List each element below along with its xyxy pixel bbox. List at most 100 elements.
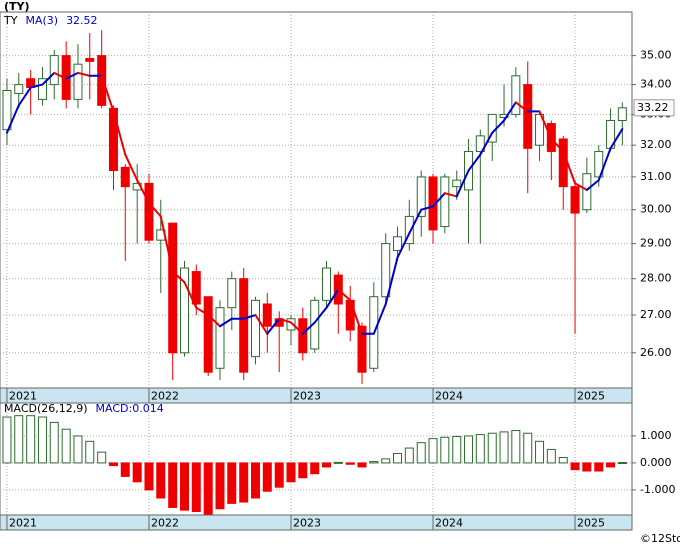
y-tick-label: 30.00 — [640, 203, 672, 216]
candle-body — [14, 84, 24, 94]
candle-body — [404, 215, 414, 245]
y-tick-label: 1.000 — [640, 429, 672, 442]
macd-bar — [26, 415, 36, 464]
macd-bar — [617, 462, 627, 465]
candle-body — [535, 113, 545, 146]
candle-body — [2, 89, 12, 131]
legend: TY MA(3) 32.52 — [3, 14, 98, 27]
ma-line-segment — [325, 288, 340, 309]
y-tick-label: 32.00 — [640, 138, 672, 151]
ma-line-segment — [124, 153, 139, 182]
macd-bar — [286, 462, 296, 483]
macd-bar — [582, 462, 592, 472]
ma-line-segment — [396, 232, 411, 259]
candle-body — [416, 176, 426, 217]
candle-body — [203, 296, 213, 373]
candle-body — [381, 243, 391, 298]
macd-bar — [404, 447, 414, 464]
y-tick-label: 27.00 — [640, 308, 672, 321]
ma-line-segment — [183, 281, 198, 309]
chart-title: (TY) — [4, 0, 30, 13]
candle-body — [120, 166, 130, 188]
macd-bar — [203, 462, 213, 515]
candle-body — [191, 271, 201, 305]
candle-body — [108, 107, 118, 172]
candle-body — [511, 75, 521, 115]
ma-line-segment — [136, 179, 150, 205]
ma-line-segment — [538, 110, 553, 140]
legend-ma-value: 32.52 — [66, 14, 98, 27]
price-tag — [633, 99, 675, 117]
ma-line-segment — [467, 153, 482, 172]
macd-bar — [322, 462, 332, 468]
macd-bar — [227, 462, 237, 504]
ma-line-segment — [574, 182, 588, 191]
ma-line-segment — [443, 192, 458, 198]
candle-body — [345, 299, 355, 331]
ma-line-segment — [503, 101, 517, 122]
macd-bar — [369, 461, 379, 464]
candle-body — [179, 267, 189, 354]
macd-bar — [464, 435, 474, 464]
x-tick-label: 2024 — [435, 517, 463, 530]
macd-bar — [499, 431, 509, 464]
macd-bar — [120, 462, 130, 477]
candle-body — [144, 182, 154, 241]
legend-macd-value: 0.014 — [132, 402, 164, 415]
candle-body — [594, 150, 604, 178]
ma-line-segment — [313, 306, 328, 324]
ma-line-segment — [76, 71, 91, 77]
ma-line-segment — [301, 321, 316, 335]
macd-bar — [606, 462, 616, 468]
macd-bar — [2, 416, 12, 464]
legend-symbol: TY — [3, 14, 18, 27]
macd-bar — [262, 462, 272, 492]
macd-bar — [428, 438, 438, 464]
x-tick-label: 2023 — [293, 517, 321, 530]
ma-line-segment — [408, 208, 423, 235]
macd-bar — [357, 462, 367, 468]
candle-body — [239, 278, 249, 373]
ma-line-segment — [5, 104, 20, 134]
candle-body — [73, 63, 83, 100]
candle-body — [558, 138, 568, 188]
ma-line-segment — [207, 314, 221, 328]
y-tick-label: 0.000 — [640, 456, 672, 469]
macd-bar — [61, 428, 71, 464]
ma-line-segment — [491, 119, 506, 134]
macd-bar — [250, 462, 260, 499]
candle-body — [49, 55, 59, 86]
legend-ma-name: MA(3) — [25, 14, 58, 27]
ma-line-segment — [278, 317, 293, 324]
ma-line-segment — [100, 74, 115, 113]
macd-bar — [546, 448, 556, 464]
macd-bar — [156, 462, 166, 499]
ma-line-segment — [550, 137, 565, 153]
macd-bar — [73, 435, 83, 464]
macd-bar — [239, 462, 249, 503]
candle-body — [85, 57, 95, 62]
macd-bar — [523, 432, 533, 464]
candle-body — [250, 299, 260, 358]
legend: MACD(26,12,9) MACD:0.014 — [4, 402, 164, 415]
macd-bar — [345, 462, 355, 465]
macd-bar — [37, 416, 47, 464]
legend-title: MACD(26,12,9) — [4, 402, 88, 415]
candle-body — [570, 186, 580, 214]
macd-bar — [85, 440, 95, 464]
ma-line-segment — [171, 270, 186, 284]
candle-body — [97, 55, 107, 106]
macd-bar — [108, 462, 118, 467]
x-tick-label: 2024 — [435, 390, 463, 403]
y-tick-label: 26.00 — [640, 346, 672, 359]
x-tick-label: 2022 — [151, 390, 179, 403]
macd-bar — [452, 435, 462, 464]
macd-bar — [558, 457, 568, 464]
macd-bar — [570, 462, 580, 471]
ma-line-segment — [147, 202, 162, 218]
ma-line-segment — [609, 128, 624, 150]
macd-bar — [144, 462, 154, 491]
ma-line-segment — [266, 317, 281, 335]
ma-line-segment — [41, 71, 56, 86]
macd-bar — [14, 415, 24, 464]
